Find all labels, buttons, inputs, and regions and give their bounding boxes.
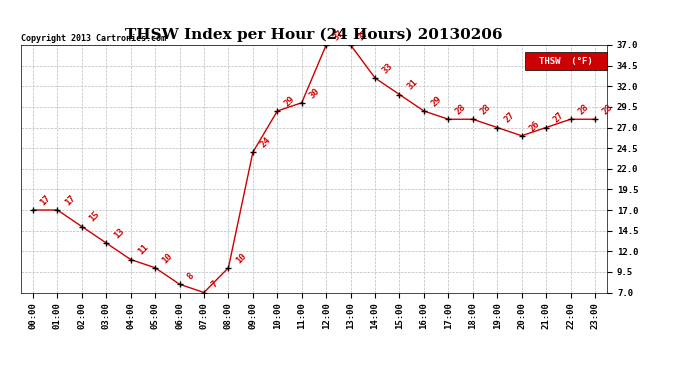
Text: 30: 30 [307,86,322,100]
Text: 7: 7 [210,279,219,290]
Text: 13: 13 [112,226,126,240]
Text: Copyright 2013 Cartronics.com: Copyright 2013 Cartronics.com [21,33,166,42]
Text: 29: 29 [283,94,297,108]
Text: 11: 11 [136,243,150,257]
Text: 33: 33 [381,61,395,75]
Text: 17: 17 [39,193,52,207]
Text: 26: 26 [527,119,541,133]
Text: 8: 8 [185,271,195,282]
Text: 27: 27 [503,111,517,125]
Text: 24: 24 [259,135,273,150]
Text: 17: 17 [63,193,77,207]
Text: 28: 28 [454,102,468,117]
Text: 31: 31 [405,78,419,92]
Text: 28: 28 [576,102,590,117]
Text: 37: 37 [332,28,346,42]
Text: 15: 15 [88,210,101,224]
Title: THSW Index per Hour (24 Hours) 20130206: THSW Index per Hour (24 Hours) 20130206 [125,28,503,42]
Text: 27: 27 [552,111,566,125]
Text: 29: 29 [429,94,444,108]
Text: THSW  (°F): THSW (°F) [540,57,593,66]
Text: 28: 28 [478,102,492,117]
Text: 10: 10 [234,251,248,265]
FancyBboxPatch shape [525,53,607,70]
Text: 37: 37 [356,28,370,42]
Text: 28: 28 [600,102,615,117]
Text: 10: 10 [161,251,175,265]
